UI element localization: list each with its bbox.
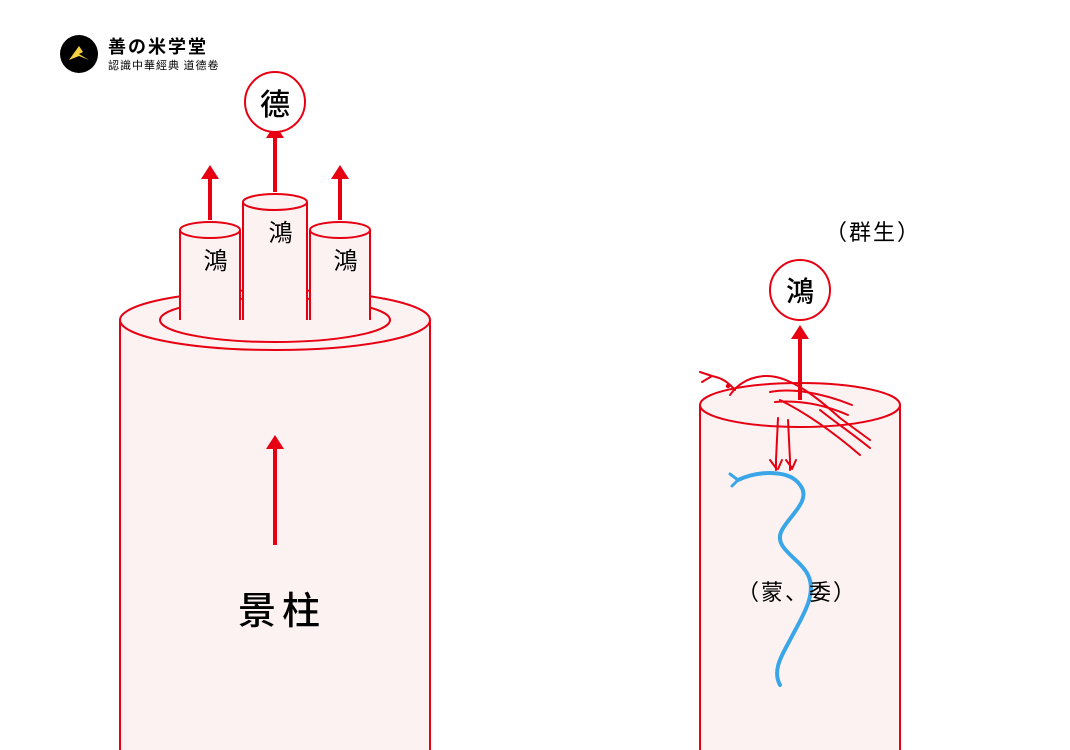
small-cyl-label-0: 鴻 <box>198 248 233 276</box>
diagram-canvas <box>0 0 1070 750</box>
mengwei-label: （蒙、委） <box>737 575 857 607</box>
qunsheng-label: （群生） <box>825 215 921 247</box>
small-cyl-label-2: 鴻 <box>328 248 363 276</box>
small-cyl-label-1: 鴻 <box>263 220 298 248</box>
top-circle-de: 德 <box>245 72 305 132</box>
right-circle-hong: 鴻 <box>770 260 830 320</box>
stage: 善の米学堂 認識中華經典 道德卷 德鴻鴻鴻鴻景柱（群生）（蒙、委） <box>0 0 1070 750</box>
jingzhu-label: 景柱 <box>238 580 326 635</box>
